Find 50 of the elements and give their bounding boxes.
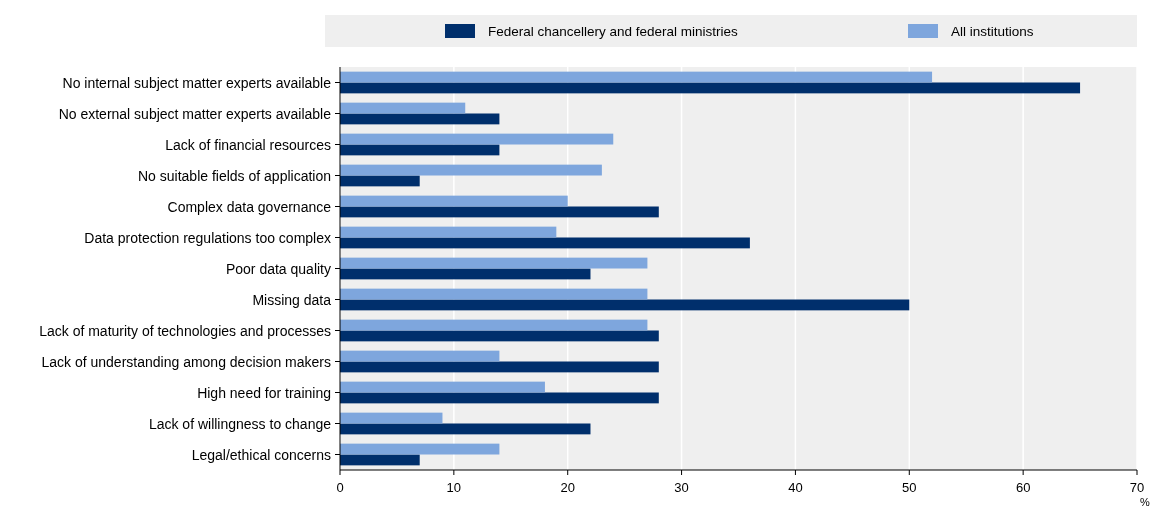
y-tick-label: Lack of maturity of technologies and processes <box>39 322 331 339</box>
y-tick-label: Lack of understanding among decision makers <box>41 353 331 370</box>
bar <box>340 412 443 424</box>
x-tick-label: 30 <box>674 480 689 495</box>
x-tick-label: 10 <box>446 480 462 495</box>
bar <box>340 361 659 373</box>
legend-label: All institutions <box>951 24 1034 39</box>
x-tick-label: 70 <box>1129 480 1145 495</box>
bar <box>340 226 557 238</box>
bar <box>340 350 500 362</box>
y-tick-label: No suitable fields of application <box>137 167 331 184</box>
bar <box>340 82 1081 94</box>
x-tick-label: 0 <box>336 480 344 495</box>
x-tick-label: 40 <box>788 480 803 495</box>
bar <box>340 195 568 207</box>
bar <box>340 392 659 404</box>
x-axis-title: % <box>1140 496 1151 508</box>
bar <box>340 330 659 342</box>
bar <box>340 381 545 393</box>
bar <box>340 319 648 331</box>
y-tick-label: Lack of willingness to change <box>148 415 332 432</box>
y-tick-label: No external subject matter experts available <box>58 105 332 122</box>
bar <box>340 102 466 114</box>
x-tick-label: 60 <box>1015 480 1031 495</box>
x-tick-label: 50 <box>902 480 917 495</box>
y-tick-label: Data protection regulations too complex <box>84 229 331 246</box>
bar <box>340 237 750 249</box>
y-tick-label: Complex data governance <box>167 198 332 215</box>
bar <box>340 206 659 218</box>
bar <box>340 257 648 269</box>
legend-label: Federal chancellery and federal ministries <box>488 24 739 39</box>
bar <box>340 113 500 125</box>
bar <box>340 133 614 145</box>
bar <box>340 288 648 300</box>
y-tick-label: No internal subject matter experts available <box>62 74 332 91</box>
bar <box>340 268 591 280</box>
bar <box>340 299 910 311</box>
bar <box>340 144 500 156</box>
x-tick-label: 20 <box>560 480 575 495</box>
bar <box>340 71 933 83</box>
y-tick-label: Lack of financial resources <box>165 136 331 153</box>
bar <box>340 423 591 435</box>
bar <box>340 443 500 455</box>
y-tick-label: High need for training <box>197 384 331 401</box>
bar <box>340 454 420 466</box>
y-tick-label: Poor data quality <box>225 260 331 277</box>
y-tick-label: Missing data <box>252 291 332 308</box>
bar <box>340 164 602 176</box>
bar <box>340 175 420 187</box>
y-tick-label: Legal/ethical concerns <box>191 446 331 463</box>
